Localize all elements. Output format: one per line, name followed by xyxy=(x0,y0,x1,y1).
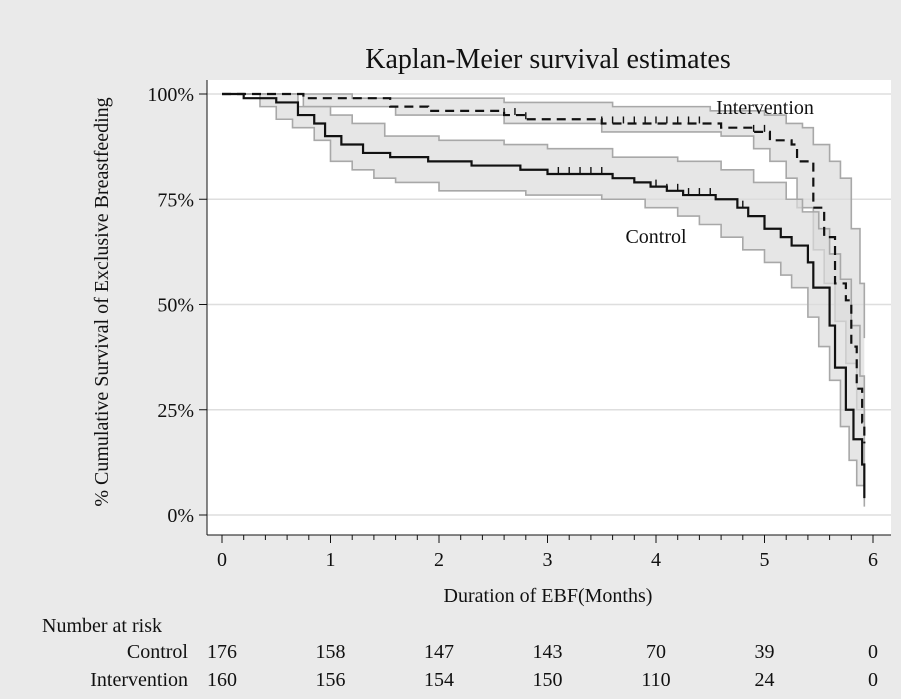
x-axis-ticks: 0 1 2 3 4 5 6 xyxy=(217,535,878,571)
survival-line-intervention xyxy=(222,92,866,444)
x-tick-label: 3 xyxy=(543,549,553,571)
ci-band-control xyxy=(222,94,865,507)
ci-upper-control xyxy=(222,93,866,431)
risk-row-label-control: Control xyxy=(127,641,189,663)
y-axis-label: % Cumulative Survival of Exclusive Breas… xyxy=(91,97,113,506)
x-tick-label: 4 xyxy=(651,549,661,571)
ci-lower-control xyxy=(222,93,866,507)
risk-value: 110 xyxy=(641,669,670,691)
x-tick-label: 6 xyxy=(868,549,878,571)
risk-value: 160 xyxy=(207,669,237,691)
y-tick-label: 25% xyxy=(157,400,194,422)
risk-value: 156 xyxy=(316,669,346,691)
risk-table-title: Number at risk xyxy=(42,615,162,637)
risk-value: 24 xyxy=(755,669,775,691)
risk-value: 143 xyxy=(533,641,563,663)
y-tick-label: 75% xyxy=(157,189,194,211)
label-intervention: Intervention xyxy=(716,97,814,119)
y-tick-label: 0% xyxy=(167,505,194,527)
x-axis-label: Duration of EBF(Months) xyxy=(444,585,653,607)
x-tick-label: 0 xyxy=(217,549,227,571)
label-control: Control xyxy=(625,226,687,248)
risk-value: 0 xyxy=(868,641,878,663)
risk-table: Number at risk Control Intervention 176 1… xyxy=(42,615,878,691)
risk-value: 39 xyxy=(755,641,775,663)
risk-value: 70 xyxy=(646,641,666,663)
x-tick-label: 5 xyxy=(760,549,770,571)
risk-value: 176 xyxy=(207,641,237,663)
x-tick-label: 2 xyxy=(434,549,444,571)
risk-value: 154 xyxy=(424,669,454,691)
y-tick-label: 100% xyxy=(147,84,194,106)
risk-value: 158 xyxy=(316,641,346,663)
chart-title: Kaplan-Meier survival estimates xyxy=(365,44,730,75)
ci-band-intervention xyxy=(222,94,865,473)
ci-upper-intervention xyxy=(222,93,866,339)
risk-value: 147 xyxy=(424,641,454,663)
censor-marks xyxy=(503,108,766,208)
x-tick-label: 1 xyxy=(326,549,336,571)
risk-table-values: 176 158 147 143 70 39 0 160 156 154 150 110 24 0 xyxy=(207,641,878,691)
risk-value: 0 xyxy=(868,669,878,691)
y-axis-ticks: 0% 25% 50% 75% 100% xyxy=(147,84,207,527)
risk-row-label-intervention: Intervention xyxy=(90,669,188,691)
y-tick-label: 50% xyxy=(157,295,194,317)
risk-value: 150 xyxy=(533,669,563,691)
